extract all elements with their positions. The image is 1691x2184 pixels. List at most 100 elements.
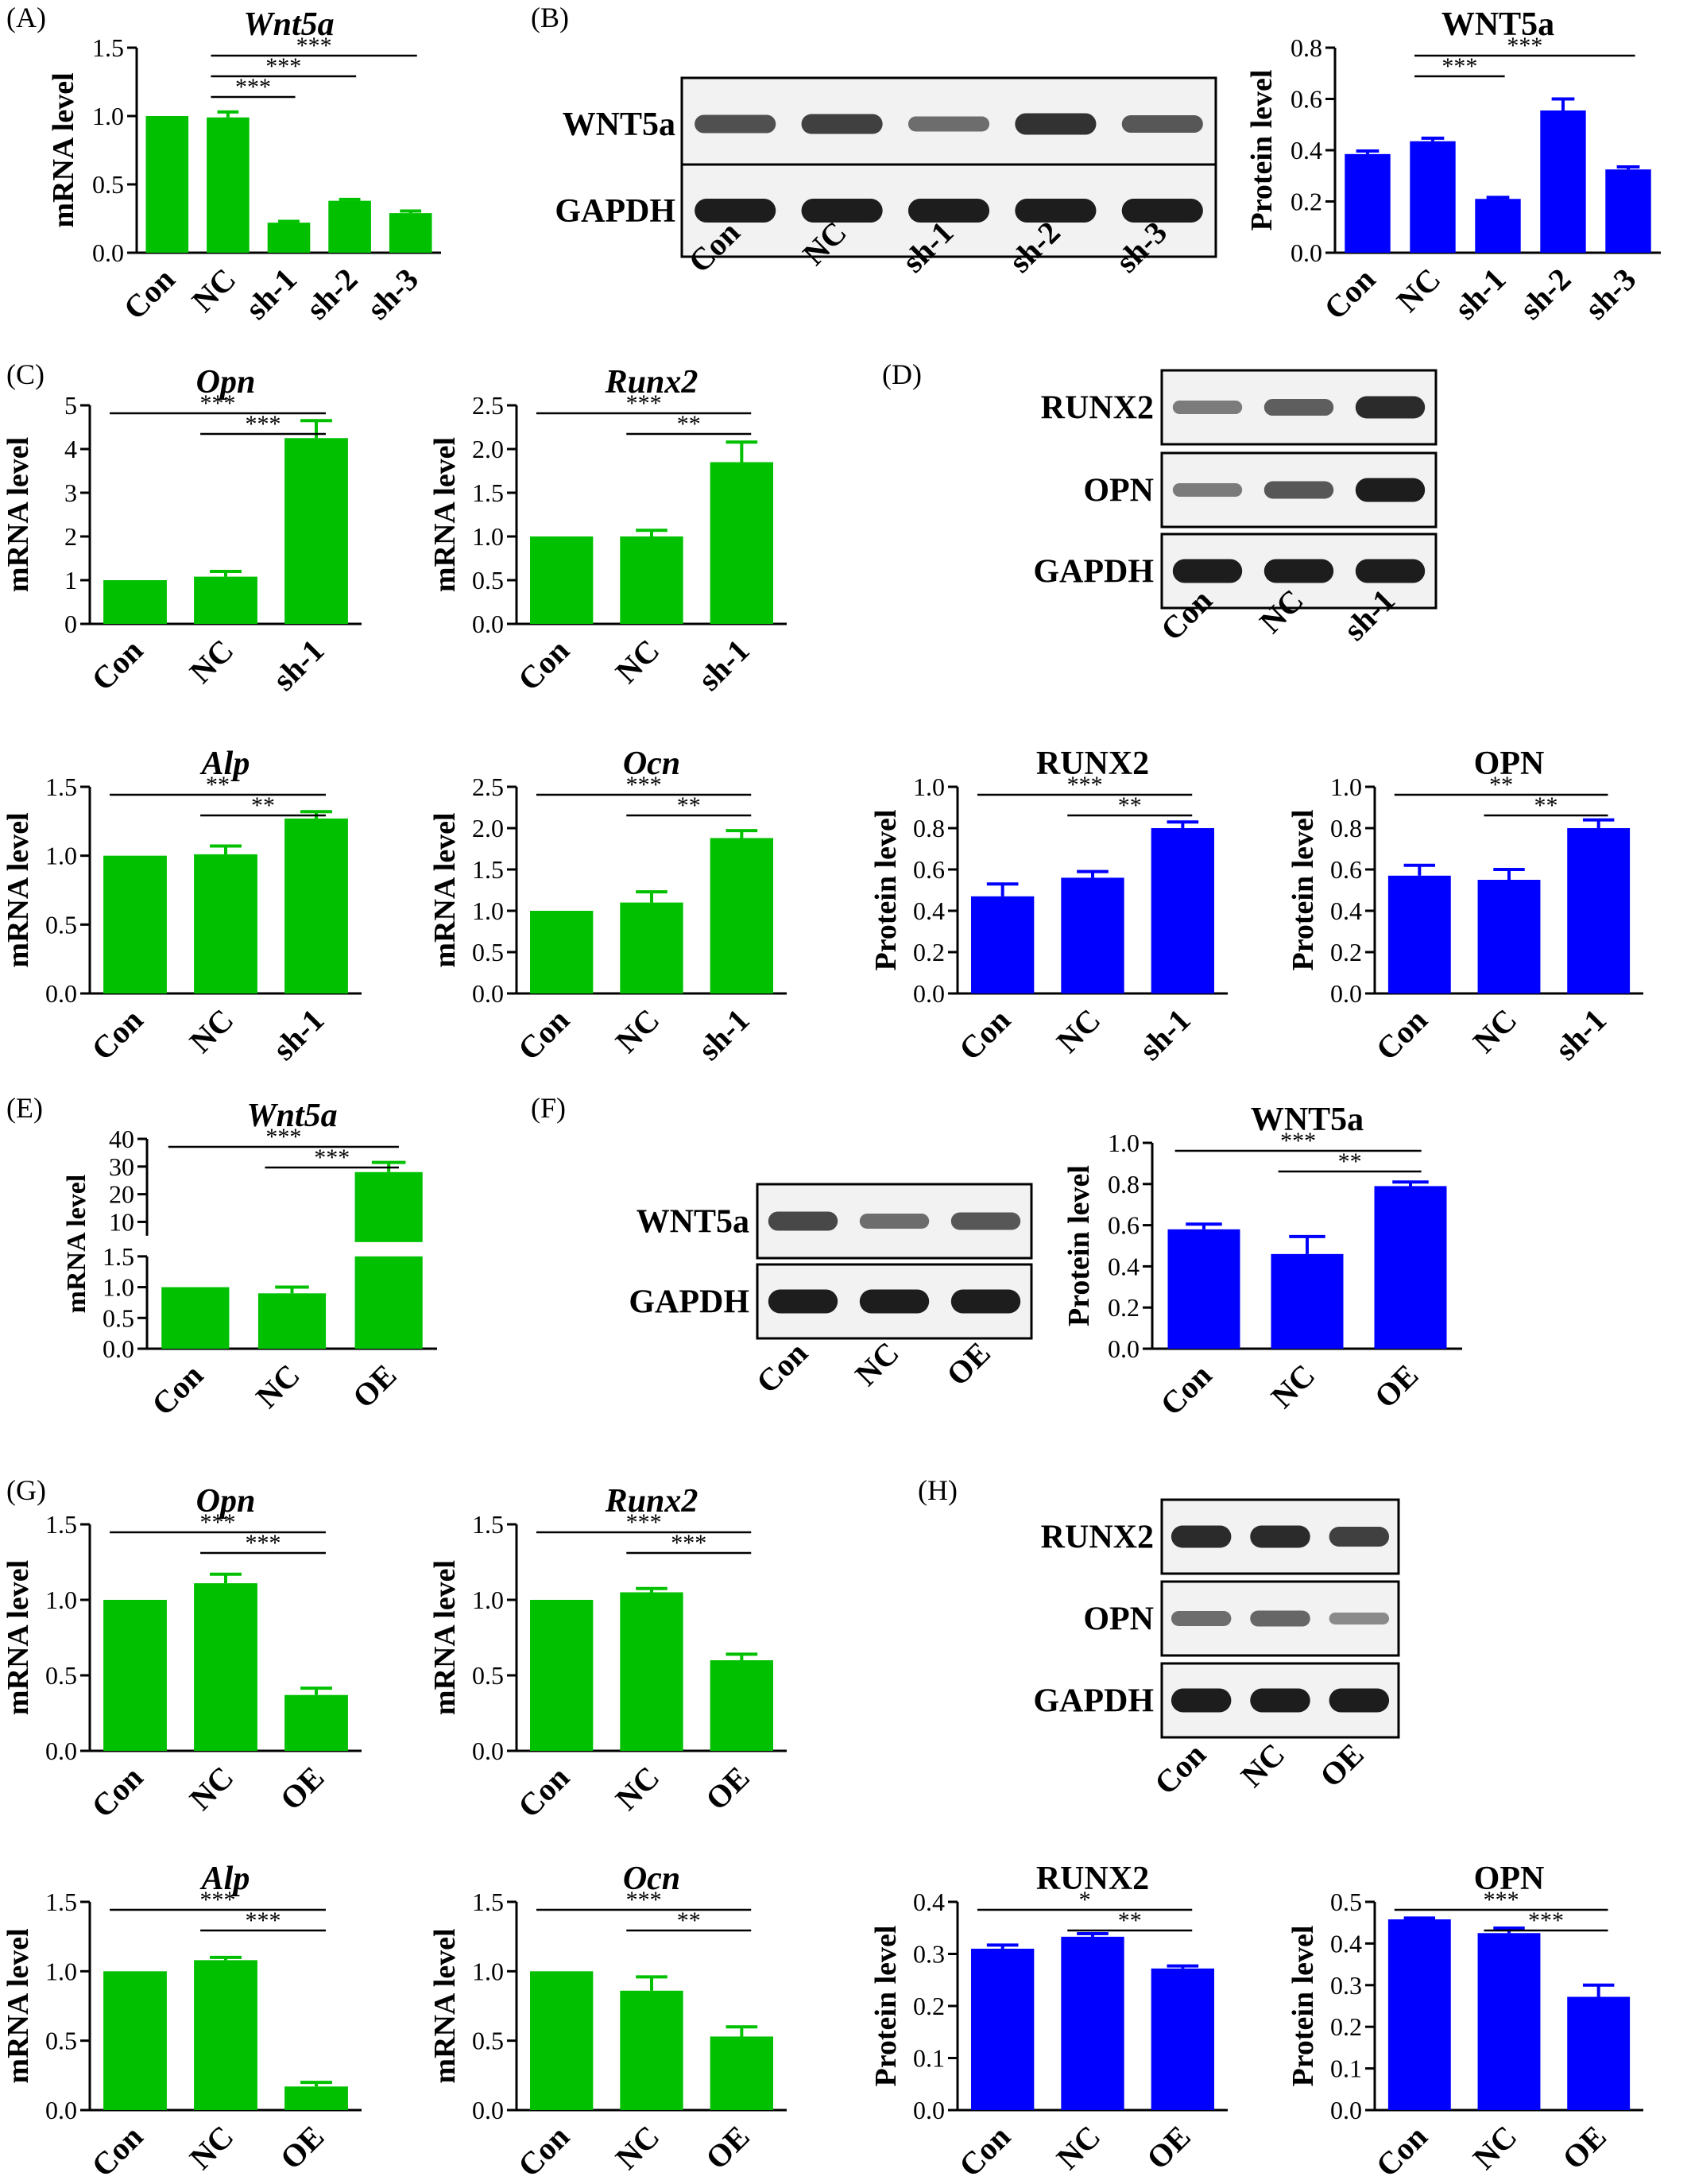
chart-14: 0.0 0.1 0.2 0.3 0.4 Protein level RUNX2 Con NC OE… xyxy=(869,1861,1228,2184)
significance-label: ** xyxy=(206,772,230,798)
y-tick-label: 0.2 xyxy=(913,1992,945,2020)
significance-label: *** xyxy=(246,1907,281,1934)
y-tick-label: 0.6 xyxy=(1108,1211,1140,1240)
protein-band xyxy=(768,1289,838,1314)
blot-lane-label: NC xyxy=(848,1335,906,1393)
panel-letter: (D) xyxy=(882,358,922,390)
blot-row-label: GAPDH xyxy=(1033,554,1154,591)
chart-9: 0.0 0.2 0.4 0.6 0.8 1.0 Protein level WNT5a Con N… xyxy=(1062,1102,1462,1423)
bar xyxy=(354,1171,423,1242)
bar xyxy=(1061,1936,1124,2110)
x-tick-label: Con xyxy=(84,633,149,698)
blot-row-label: OPN xyxy=(1083,473,1154,509)
bar xyxy=(257,1293,327,1349)
protein-band xyxy=(1329,1613,1390,1624)
significance-label: ** xyxy=(1489,772,1513,798)
significance-label: ** xyxy=(677,1907,701,1934)
protein-band xyxy=(1250,1525,1310,1548)
y-tick-label: 0.5 xyxy=(103,1303,134,1332)
chart-title: WNT5a xyxy=(1441,6,1554,43)
y-tick-label: 1.5 xyxy=(103,1242,134,1271)
x-tick-label: sh-1 xyxy=(265,633,331,698)
y-axis-label: Protein level xyxy=(1245,70,1279,231)
chart-title: Ocn xyxy=(623,1861,680,1897)
significance-label: *** xyxy=(296,33,332,59)
protein-band xyxy=(801,114,883,134)
bar xyxy=(710,462,773,624)
bar xyxy=(103,855,167,993)
y-axis-label: Protein level xyxy=(1287,1926,1320,2087)
y-tick-label: 2.5 xyxy=(472,391,504,420)
y-axis-label: mRNA level xyxy=(47,72,80,227)
y-tick-label: 0.5 xyxy=(45,910,77,939)
bar xyxy=(1567,1996,1631,2110)
y-tick-label: 0.0 xyxy=(1290,238,1322,267)
significance-label: *** xyxy=(265,53,301,79)
protein-band xyxy=(1171,1688,1232,1713)
panel-letter: (C) xyxy=(6,358,44,390)
bar xyxy=(971,1948,1035,2110)
chart-15: 0.0 0.1 0.2 0.3 0.4 0.5 Protein level OPN Con NC O… xyxy=(1287,1861,1643,2184)
panel-letters: (A) (B) (C) (D) (E) (F) (G) (H) xyxy=(6,2,958,1506)
blot-lane-label: Con xyxy=(749,1335,815,1400)
y-axis-label: mRNA level xyxy=(2,437,35,592)
bar xyxy=(354,1256,423,1349)
chart-12: 0.0 0.5 1.0 1.5 mRNA level Alp Con NC OE *** *** xyxy=(2,1861,362,2184)
x-tick-label: NC xyxy=(1050,2119,1108,2177)
chart-6: 0.0 0.2 0.4 0.6 0.8 1.0 Protein level RUNX2 Con N… xyxy=(869,745,1228,1067)
y-tick-label: 1.5 xyxy=(45,1510,77,1539)
bar xyxy=(194,576,257,624)
blot-lane-label: OE xyxy=(939,1335,997,1393)
y-tick-label: 0.5 xyxy=(472,1661,504,1690)
y-tick-label: 30 xyxy=(109,1152,134,1181)
bar xyxy=(284,1694,348,1751)
bar xyxy=(284,2086,348,2110)
panel-letter: (G) xyxy=(6,1474,46,1506)
chart-title: Wnt5a xyxy=(246,1098,337,1134)
y-axis-label: Protein level xyxy=(1287,810,1320,971)
x-tick-label: sh-1 xyxy=(265,1002,331,1067)
x-tick-label: NC xyxy=(609,1002,667,1060)
y-axis-label: mRNA level xyxy=(62,1175,91,1314)
significance-label: *** xyxy=(314,1144,350,1171)
y-tick-label: 1.0 xyxy=(1330,773,1362,801)
y-tick-label: 5 xyxy=(64,391,77,420)
y-tick-label: 0.2 xyxy=(1330,938,1362,966)
x-tick-label: Con xyxy=(1153,1357,1218,1423)
y-tick-label: 0.4 xyxy=(1290,136,1322,165)
y-tick-label: 0.5 xyxy=(472,2027,504,2055)
y-tick-label: 0.1 xyxy=(913,2044,945,2073)
y-tick-label: 4 xyxy=(64,435,77,463)
bar xyxy=(1345,153,1391,253)
x-tick-label: sh-2 xyxy=(299,261,364,327)
x-tick-label: NC xyxy=(1466,1002,1524,1060)
chart-title: Runx2 xyxy=(605,1483,698,1520)
x-tick-label: NC xyxy=(183,1002,241,1060)
y-tick-label: 2.5 xyxy=(472,773,504,801)
x-tick-label: OE xyxy=(273,2119,331,2177)
bar xyxy=(1605,169,1651,253)
x-tick-label: sh-3 xyxy=(360,261,425,327)
protein-band xyxy=(859,1289,930,1314)
bar xyxy=(620,1592,683,1751)
protein-band xyxy=(907,116,990,132)
significance-label: *** xyxy=(246,1530,281,1556)
significance-label: ** xyxy=(251,792,275,819)
bar xyxy=(103,1600,167,1751)
bar xyxy=(530,1600,594,1751)
x-tick-label: Con xyxy=(952,2119,1017,2184)
y-tick-label: 0.2 xyxy=(1290,188,1322,216)
y-tick-label: 0.6 xyxy=(1330,855,1362,884)
chart-4: 0.0 0.5 1.0 1.5 mRNA level Alp Con NC sh-1 ** ** xyxy=(2,745,362,1067)
chart-10: 0.0 0.5 1.0 1.5 mRNA level Opn Con NC OE *** *** xyxy=(2,1483,362,1825)
y-tick-label: 0.2 xyxy=(913,938,945,966)
blot-row-label: WNT5a xyxy=(563,106,675,143)
y-axis-label: mRNA level xyxy=(428,1928,462,2083)
bar xyxy=(1567,828,1631,993)
panel-letter: (H) xyxy=(918,1474,958,1506)
